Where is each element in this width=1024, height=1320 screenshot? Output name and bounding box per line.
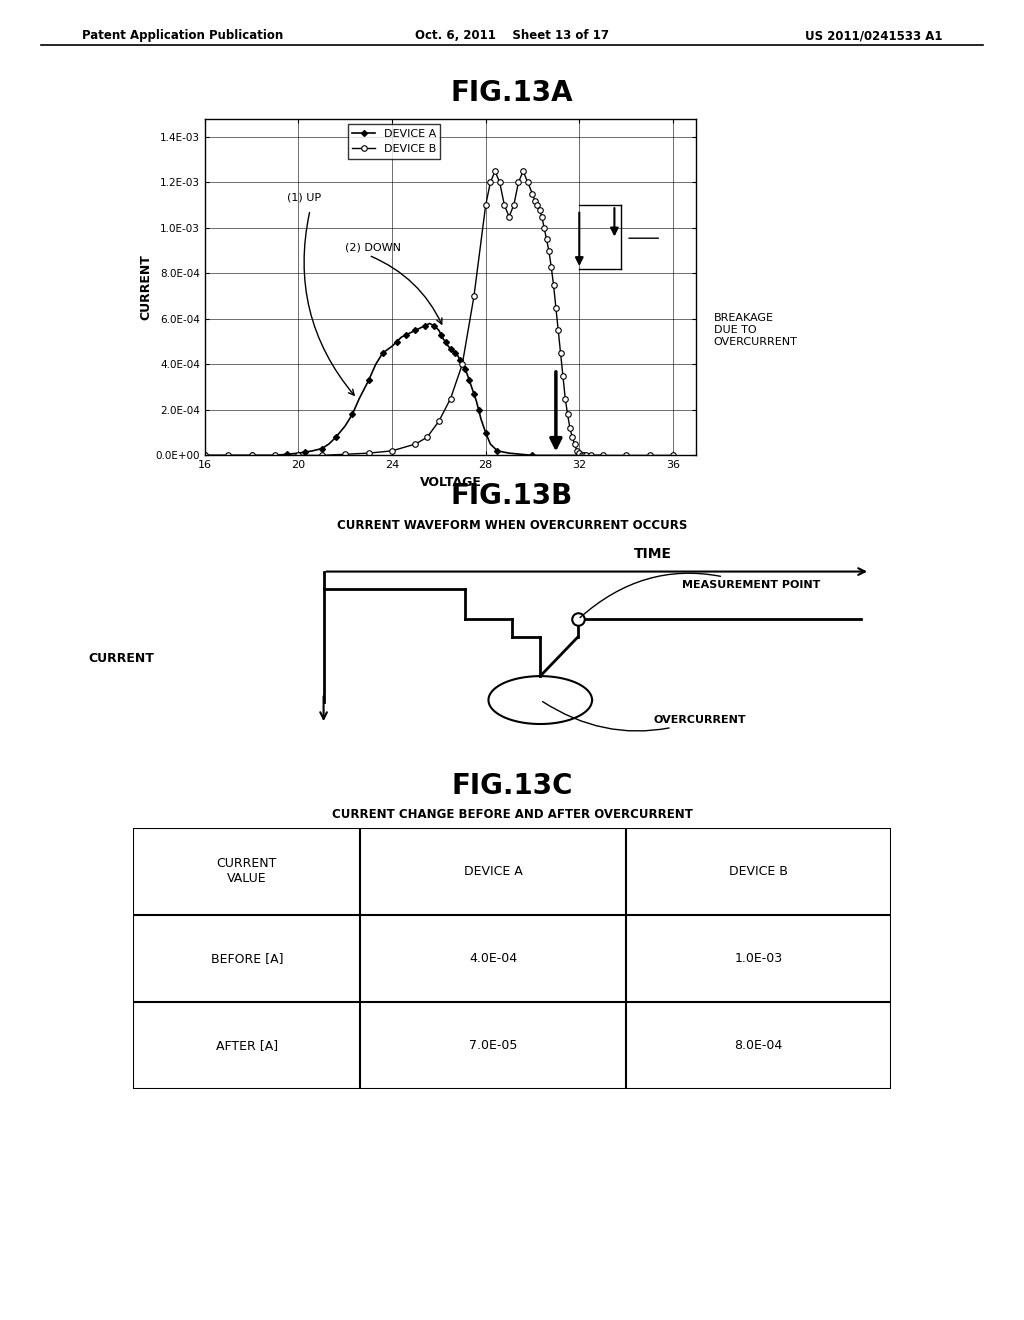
Text: Oct. 6, 2011    Sheet 13 of 17: Oct. 6, 2011 Sheet 13 of 17 <box>415 29 609 42</box>
Text: FIG.13A: FIG.13A <box>451 79 573 107</box>
DEVICE B <box>667 447 679 463</box>
Text: BREAKAGE
DUE TO
OVERCURRENT: BREAKAGE DUE TO OVERCURRENT <box>714 313 798 347</box>
Text: CURRENT CHANGE BEFORE AND AFTER OVERCURRENT: CURRENT CHANGE BEFORE AND AFTER OVERCURR… <box>332 808 692 821</box>
Text: MEASUREMENT POINT: MEASUREMENT POINT <box>580 573 820 618</box>
Text: OVERCURRENT: OVERCURRENT <box>543 702 745 731</box>
DEVICE A <box>444 341 457 356</box>
DEVICE B <box>508 197 520 213</box>
Text: Patent Application Publication: Patent Application Publication <box>82 29 284 42</box>
DEVICE B <box>488 164 501 180</box>
DEVICE B <box>199 447 211 463</box>
Legend: DEVICE A, DEVICE B: DEVICE A, DEVICE B <box>348 124 440 158</box>
Text: DEVICE A: DEVICE A <box>464 865 522 878</box>
Text: (1) UP: (1) UP <box>287 193 321 203</box>
Text: 7.0E-05: 7.0E-05 <box>469 1039 517 1052</box>
DEVICE B <box>543 243 555 259</box>
DEVICE A <box>323 436 335 451</box>
Text: 4.0E-04: 4.0E-04 <box>469 952 517 965</box>
Line: DEVICE B: DEVICE B <box>202 169 676 458</box>
DEVICE B <box>538 220 550 236</box>
Text: TIME: TIME <box>634 546 673 561</box>
Text: DEVICE B: DEVICE B <box>729 865 787 878</box>
DEVICE A <box>597 447 609 463</box>
X-axis label: VOLTAGE: VOLTAGE <box>420 475 481 488</box>
DEVICE A <box>423 315 435 331</box>
DEVICE B <box>554 345 566 360</box>
DEVICE B <box>545 259 557 275</box>
DEVICE A <box>456 356 468 372</box>
DEVICE A <box>400 327 413 343</box>
Text: CURRENT: CURRENT <box>88 652 154 665</box>
Line: DEVICE A: DEVICE A <box>203 321 605 458</box>
DEVICE A <box>199 447 211 463</box>
Text: 8.0E-04: 8.0E-04 <box>734 1039 782 1052</box>
Text: BEFORE [A]: BEFORE [A] <box>211 952 283 965</box>
Text: US 2011/0241533 A1: US 2011/0241533 A1 <box>805 29 942 42</box>
DEVICE A <box>446 343 459 359</box>
Text: (2) DOWN: (2) DOWN <box>345 243 401 252</box>
Text: FIG.13B: FIG.13B <box>451 482 573 510</box>
Text: AFTER [A]: AFTER [A] <box>216 1039 278 1052</box>
Y-axis label: CURRENT: CURRENT <box>139 255 153 319</box>
DEVICE A <box>439 334 452 350</box>
Text: FIG.13C: FIG.13C <box>452 772 572 800</box>
Text: 1.0E-03: 1.0E-03 <box>734 952 782 965</box>
Text: CURRENT WAVEFORM WHEN OVERCURRENT OCCURS: CURRENT WAVEFORM WHEN OVERCURRENT OCCURS <box>337 519 687 532</box>
DEVICE B <box>410 436 422 451</box>
Text: CURRENT
VALUE: CURRENT VALUE <box>217 857 276 886</box>
